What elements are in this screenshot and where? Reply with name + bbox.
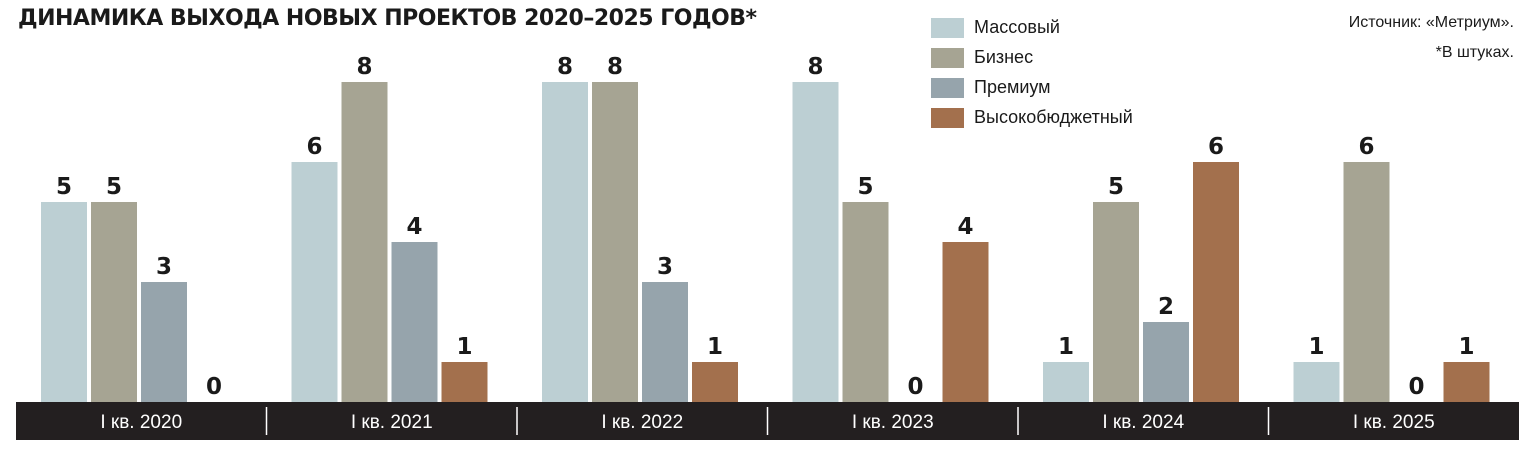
bar (441, 362, 488, 402)
data-label: 4 (406, 214, 422, 240)
data-label: 4 (957, 214, 973, 240)
source-note: Источник: «Метриум». (1348, 14, 1514, 31)
bar (1143, 322, 1189, 402)
legend-label: Массовый (974, 17, 1060, 37)
data-label: 1 (1308, 334, 1324, 360)
data-label: 6 (1208, 134, 1224, 160)
legend-swatch (931, 18, 964, 38)
bar (41, 202, 87, 402)
bar (91, 202, 137, 402)
data-label: 3 (156, 254, 172, 280)
bar (291, 162, 338, 402)
bar (592, 82, 638, 402)
data-label: 0 (907, 374, 923, 400)
x-tick-label: I кв. 2023 (852, 412, 934, 433)
unit-note: *В штуках. (1435, 44, 1514, 61)
x-tick-label: I кв. 2022 (601, 412, 683, 433)
bar (1043, 362, 1089, 402)
bar (391, 242, 438, 402)
data-label: 1 (1058, 334, 1074, 360)
data-label: 2 (1158, 294, 1174, 320)
data-label: 8 (557, 54, 573, 80)
bar (842, 202, 889, 402)
bar (1343, 162, 1390, 402)
legend-label: Премиум (974, 77, 1051, 97)
data-label: 0 (1408, 374, 1424, 400)
bar (642, 282, 688, 402)
bar (341, 82, 388, 402)
legend-swatch (931, 78, 964, 98)
data-label: 5 (56, 174, 72, 200)
x-tick-label: I кв. 2024 (1102, 412, 1184, 433)
data-label: 5 (1108, 174, 1124, 200)
x-tick-label: I кв. 2025 (1353, 412, 1435, 433)
data-label: 1 (1458, 334, 1474, 360)
x-tick-label: I кв. 2020 (100, 412, 182, 433)
legend-swatch (931, 48, 964, 68)
legend-label: Бизнес (974, 47, 1034, 67)
data-label: 5 (106, 174, 122, 200)
bar (542, 82, 588, 402)
legend-label: Высокобюджетный (974, 107, 1133, 127)
data-label: 8 (607, 54, 623, 80)
bar (1093, 202, 1139, 402)
legend-swatch (931, 108, 964, 128)
data-label: 8 (356, 54, 372, 80)
data-label: 0 (206, 374, 222, 400)
data-label: 5 (857, 174, 873, 200)
bar (1193, 162, 1239, 402)
data-label: 6 (306, 134, 322, 160)
data-label: 8 (807, 54, 823, 80)
bar (141, 282, 187, 402)
data-label: 1 (707, 334, 723, 360)
bar (1443, 362, 1490, 402)
bar (692, 362, 738, 402)
data-label: 3 (657, 254, 673, 280)
bar (942, 242, 989, 402)
chart-title: ДИНАМИКА ВЫХОДА НОВЫХ ПРОЕКТОВ 2020–2025… (18, 6, 757, 31)
bar (792, 82, 839, 402)
data-label: 6 (1358, 134, 1374, 160)
x-tick-label: I кв. 2021 (351, 412, 433, 433)
data-label: 1 (456, 334, 472, 360)
bar (1293, 362, 1340, 402)
